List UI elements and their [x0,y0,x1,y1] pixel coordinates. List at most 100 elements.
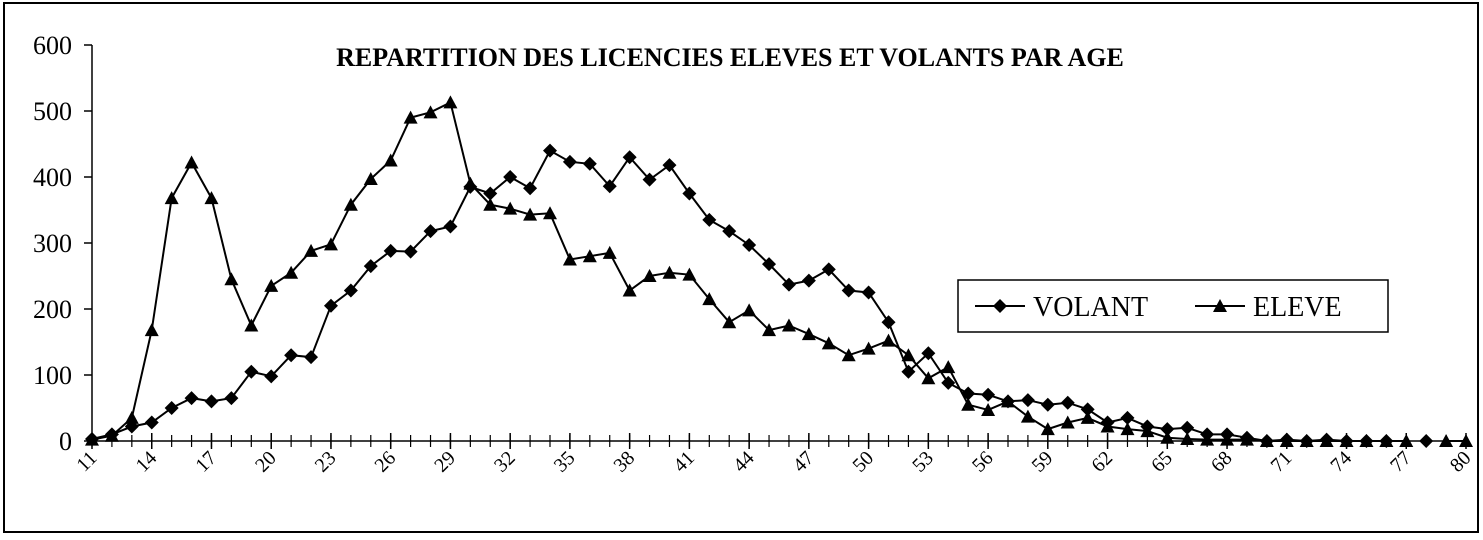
marker [901,348,916,362]
marker [801,327,816,341]
marker [264,369,279,384]
marker [1220,432,1235,446]
marker [562,154,577,169]
marker [543,206,557,220]
marker [662,158,677,173]
marker [1180,420,1195,435]
marker [124,410,139,424]
marker [1020,409,1035,423]
marker [104,428,119,442]
marker [1160,422,1175,437]
marker [981,402,996,416]
marker [722,315,737,329]
marker [184,155,199,169]
marker [821,336,836,350]
marker [722,224,737,239]
marker [523,181,538,196]
marker [1040,422,1055,436]
marker [204,394,219,409]
marker [483,197,498,211]
marker [1080,410,1095,424]
marker [1001,394,1015,408]
legend-marker [1213,299,1227,312]
marker [642,172,657,187]
marker [821,262,836,277]
y-tick-label: 200 [33,295,72,324]
marker [443,95,458,109]
marker [184,391,199,406]
legend-label: ELEVE [1253,292,1342,323]
marker [1160,430,1175,444]
y-tick-label: 300 [33,229,72,258]
marker [423,105,438,119]
marker [85,432,99,446]
marker [881,333,896,347]
marker [323,298,338,313]
marker [941,375,956,390]
y-tick-label: 0 [59,427,72,456]
marker [1399,434,1414,447]
marker [224,272,239,286]
marker [801,273,816,288]
marker [523,207,538,221]
marker [543,143,557,158]
marker [363,259,378,274]
marker [204,191,219,205]
marker [1459,434,1473,447]
marker [921,371,936,385]
marker [503,170,518,184]
marker [742,303,757,317]
marker [702,292,717,306]
marker [1419,434,1434,448]
marker [423,224,438,239]
marker [1239,432,1254,446]
marker [1120,422,1135,436]
marker [762,323,777,337]
marker [921,346,936,361]
marker [284,348,299,363]
marker [323,237,338,251]
marker [682,186,697,201]
marker [1319,434,1334,447]
marker [562,252,577,266]
marker [762,257,777,272]
chart-title: REPARTITION DES LICENCIES ELEVES ET VOLA… [336,43,1124,72]
marker [941,360,956,374]
marker [981,387,996,402]
marker [582,249,597,263]
marker [483,186,498,201]
marker [682,267,697,281]
marker [224,391,239,406]
marker [861,285,876,300]
marker [343,197,358,211]
marker [403,244,418,259]
marker [463,176,478,190]
marker [244,364,259,379]
marker [164,191,179,205]
marker [881,315,896,330]
marker [1299,434,1314,447]
marker [1200,432,1215,446]
marker [1359,434,1374,447]
legend-box [957,279,1389,333]
marker [1279,434,1294,447]
marker [443,219,458,234]
marker [403,110,418,124]
marker [1339,434,1354,447]
marker [781,318,796,332]
marker [781,277,796,292]
marker [244,318,259,332]
legend-marker [993,299,1007,313]
marker [363,171,378,185]
marker [383,243,398,258]
marker [383,153,398,167]
y-tick-label: 100 [33,361,72,390]
marker [264,278,279,292]
marker [304,243,319,257]
marker [1060,415,1075,429]
marker [961,397,976,411]
marker [1180,432,1195,446]
marker [343,283,358,298]
marker [1140,424,1155,438]
